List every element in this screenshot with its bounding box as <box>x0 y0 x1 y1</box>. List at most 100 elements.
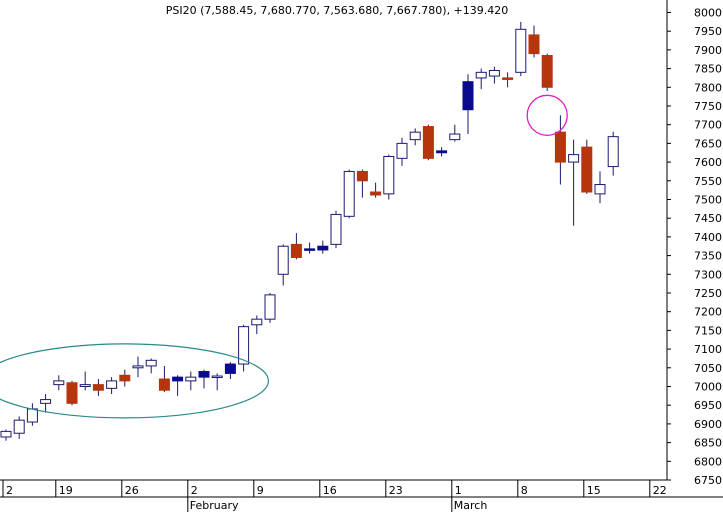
candle-body <box>13 419 25 434</box>
candle <box>264 292 276 323</box>
highlight-circle <box>526 94 568 136</box>
candle-body <box>145 359 157 367</box>
candle-body <box>502 77 514 80</box>
candle <box>277 244 289 286</box>
candle <box>251 315 263 335</box>
candle <box>66 380 78 406</box>
y-tick-label: 6950 <box>694 399 722 412</box>
x-tick-label: 2 <box>191 484 198 497</box>
x-tick-label: 1 <box>455 484 462 497</box>
candle <box>0 429 12 441</box>
annotations-group <box>0 94 568 419</box>
candle-body <box>554 131 566 163</box>
y-tick-label: 7450 <box>694 212 722 225</box>
candle <box>92 379 104 396</box>
candle-body <box>449 133 461 141</box>
x-axis: 2 19 26 2 9 16 23 1 8 15 22 February March <box>0 479 723 512</box>
candle <box>53 375 65 391</box>
y-tick-label: 7650 <box>694 137 722 150</box>
candle <box>40 393 52 413</box>
candle-body <box>26 408 38 423</box>
candle <box>290 233 302 260</box>
candle <box>449 124 461 142</box>
candle-body <box>119 374 131 382</box>
candle-body <box>396 142 408 159</box>
candle-body <box>264 294 276 320</box>
candle-body <box>528 34 540 55</box>
candles-group <box>0 21 619 441</box>
month-label: March <box>454 499 488 512</box>
candle-body <box>475 71 487 79</box>
candle <box>145 358 157 374</box>
y-tick-label: 7300 <box>694 268 722 281</box>
y-tick-label: 7550 <box>694 175 722 188</box>
candle <box>224 362 236 380</box>
candle <box>198 369 210 389</box>
x-tick-label: 2 <box>6 484 13 497</box>
x-tick-label: 26 <box>125 484 139 497</box>
candle <box>607 131 619 176</box>
y-tick-label: 7500 <box>694 193 722 206</box>
y-tick-label: 7600 <box>694 156 722 169</box>
y-tick-label: 7900 <box>694 44 722 57</box>
candle <box>554 115 566 185</box>
candle-body <box>106 380 118 389</box>
candle-body <box>515 28 527 73</box>
x-tick-label: 23 <box>389 484 403 497</box>
candle <box>568 139 580 226</box>
candle-body <box>356 170 368 182</box>
candle <box>541 53 553 92</box>
candle-body <box>581 146 593 193</box>
candle <box>13 416 25 439</box>
candle <box>436 147 448 157</box>
candle <box>396 137 408 166</box>
candle-body <box>422 126 434 159</box>
candle <box>106 377 118 394</box>
candle <box>475 68 487 90</box>
candle <box>383 154 395 200</box>
candle-body <box>594 184 606 195</box>
highlight-ellipse <box>0 343 269 419</box>
candle-body <box>370 191 382 196</box>
candle-body <box>568 154 580 163</box>
candle-body <box>0 430 12 438</box>
y-tick-label: 7000 <box>694 380 722 393</box>
candle-body <box>66 382 78 404</box>
candle-body <box>304 248 316 251</box>
candle <box>330 210 342 249</box>
y-tick-label: 6850 <box>694 437 722 450</box>
y-tick-label: 7850 <box>694 63 722 76</box>
x-tick-label: 16 <box>323 484 337 497</box>
candle <box>462 74 474 135</box>
candle <box>343 169 355 219</box>
candle <box>185 371 197 391</box>
candle <box>515 21 527 77</box>
candle-body <box>317 245 329 251</box>
candle-body <box>198 371 210 378</box>
candle-body <box>211 375 223 379</box>
candle <box>502 72 514 88</box>
candle-body <box>383 155 395 195</box>
x-tick-label: 8 <box>521 484 528 497</box>
candle-body <box>436 150 448 154</box>
candle-body <box>224 363 236 374</box>
chart-title: PSI20 (7,588.45, 7,680.770, 7,563.680, 7… <box>166 4 509 17</box>
candle <box>304 242 316 254</box>
candle <box>488 66 500 84</box>
y-tick-label: 7700 <box>694 119 722 132</box>
candle-body <box>290 243 302 258</box>
candle <box>409 128 421 146</box>
y-tick-label: 7950 <box>694 25 722 38</box>
x-tick-label: 9 <box>257 484 264 497</box>
y-tick-label: 7400 <box>694 231 722 244</box>
y-tick-label: 7200 <box>694 306 722 319</box>
y-tick-label: 6900 <box>694 418 722 431</box>
candle-body <box>409 131 421 141</box>
candle-body <box>172 376 184 382</box>
x-tick-label: 15 <box>587 484 601 497</box>
y-tick-label: 6800 <box>694 455 722 468</box>
candle-body <box>251 318 263 326</box>
candle-body <box>92 384 104 391</box>
candle-body <box>541 54 553 88</box>
